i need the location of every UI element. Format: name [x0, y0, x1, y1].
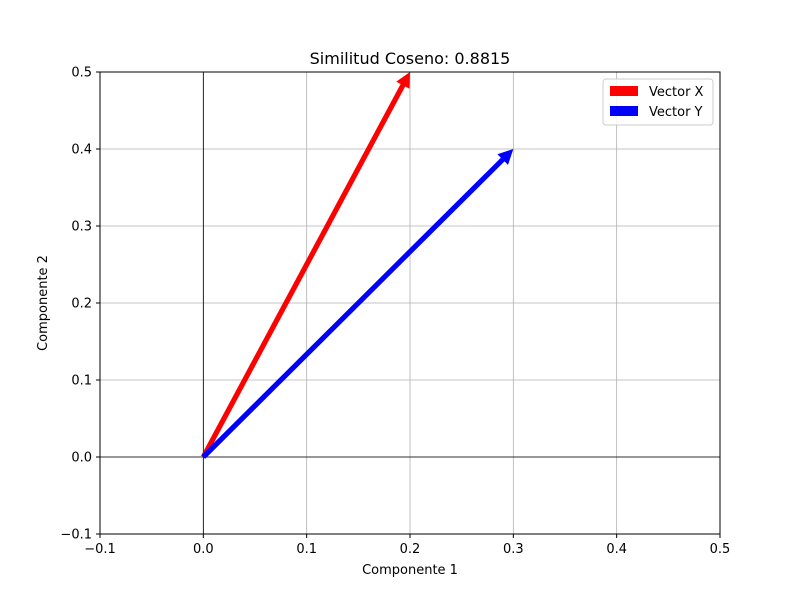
- y-tick-label: 0.0: [71, 451, 92, 466]
- y-axis-label: Componente 2: [36, 255, 51, 351]
- x-tick-label: −0.1: [84, 542, 116, 557]
- vectors: [201, 72, 514, 459]
- x-tick-label: 0.5: [710, 542, 731, 557]
- y-tick-label: 0.2: [71, 297, 92, 312]
- legend-label: Vector Y: [649, 105, 703, 120]
- x-tick-label: 0.3: [503, 542, 524, 557]
- vector-arrow-shape: [201, 72, 410, 459]
- x-tick-label: 0.0: [193, 542, 214, 557]
- legend-swatch: [610, 86, 638, 96]
- y-tick-label: 0.5: [71, 66, 92, 81]
- legend-swatch: [610, 106, 638, 116]
- legend: Vector X Vector Y: [602, 78, 714, 126]
- chart-title: Similitud Coseno: 0.8815: [310, 49, 511, 68]
- ticks: −0.1 0.0 0.1 0.2 0.3 0.4 0.5 −0.1 0.0 0.1 0.2 0.3 0.…: [60, 66, 730, 558]
- y-tick-label: 0.1: [71, 374, 92, 389]
- y-tick-label: 0.3: [71, 220, 92, 235]
- vector-arrow-shape: [201, 149, 514, 459]
- x-tick-label: 0.4: [606, 542, 627, 557]
- y-tick-label: −0.1: [60, 528, 92, 543]
- vector-arrow: [201, 149, 514, 459]
- x-tick-label: 0.1: [296, 542, 317, 557]
- legend-label: Vector X: [649, 85, 704, 100]
- x-axis-label: Componente 1: [362, 563, 458, 578]
- y-tick-label: 0.4: [71, 143, 92, 158]
- vector-arrow: [201, 72, 410, 459]
- x-tick-label: 0.2: [400, 542, 421, 557]
